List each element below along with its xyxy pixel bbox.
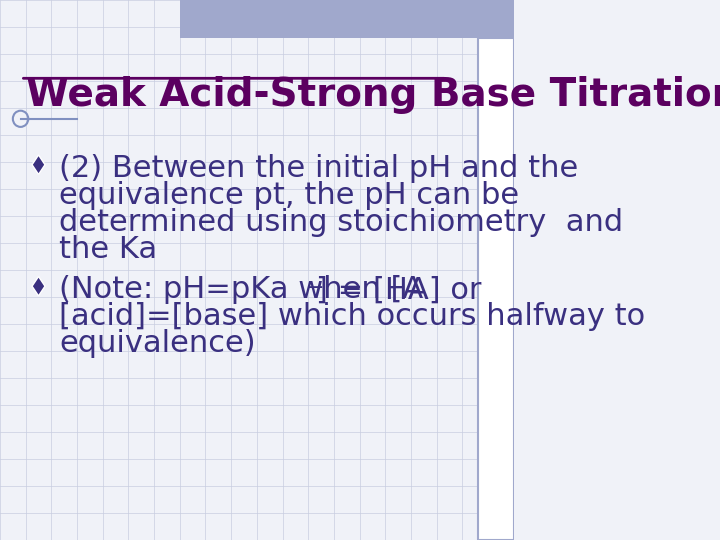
FancyBboxPatch shape	[478, 38, 514, 540]
Text: −: −	[306, 278, 324, 298]
Text: equivalence): equivalence)	[59, 329, 256, 359]
Text: Weak Acid-Strong Base Titrations: Weak Acid-Strong Base Titrations	[26, 76, 720, 113]
Text: determined using stoichiometry  and: determined using stoichiometry and	[59, 208, 624, 237]
FancyBboxPatch shape	[180, 0, 514, 38]
Polygon shape	[32, 155, 45, 174]
Text: (2) Between the initial pH and the: (2) Between the initial pH and the	[59, 154, 578, 183]
Text: [acid]=[base] which occurs halfway to: [acid]=[base] which occurs halfway to	[59, 302, 645, 332]
Text: the Ka: the Ka	[59, 235, 157, 264]
Text: (Note: pH=pKa when [A: (Note: pH=pKa when [A	[59, 275, 423, 305]
Text: equivalence pt, the pH can be: equivalence pt, the pH can be	[59, 181, 519, 210]
Text: ] = [HA] or: ] = [HA] or	[316, 275, 482, 305]
Polygon shape	[32, 276, 45, 296]
